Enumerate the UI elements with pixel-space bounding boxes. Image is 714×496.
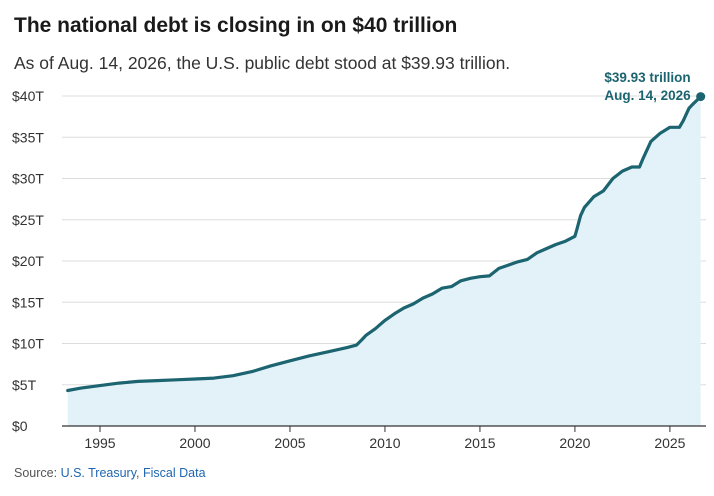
x-tick-label-2000: 2000: [179, 435, 210, 451]
y-tick-label-10: $10T: [12, 336, 44, 352]
latest-value-callout: $39.93 trillion Aug. 14, 2026: [604, 70, 706, 103]
y-tick-label-15: $15T: [12, 294, 44, 310]
callout-date-label: Aug. 14, 2026: [604, 88, 691, 103]
source-note: Source: U.S. Treasury, Fiscal Data: [14, 466, 206, 480]
x-tick-label-2015: 2015: [464, 435, 495, 451]
x-tick-label-2020: 2020: [559, 435, 590, 451]
y-tick-label-25: $25T: [12, 212, 44, 228]
chart-subtitle: As of Aug. 14, 2026, the U.S. public deb…: [14, 53, 511, 73]
x-tick-label-2010: 2010: [369, 435, 400, 451]
callout-value-label: $39.93 trillion: [604, 70, 690, 85]
axes: $0 $5T $10T $15T $20T $25T $30T $35T $40T 1995 200…: [12, 88, 706, 451]
source-separator: ,: [136, 466, 143, 480]
x-tick-label-2005: 2005: [274, 435, 305, 451]
source-link-fiscal-data[interactable]: Fiscal Data: [143, 466, 206, 480]
y-tick-label-40: $40T: [12, 88, 44, 104]
source-prefix: Source:: [14, 466, 61, 480]
y-tick-label-0: $0: [12, 418, 28, 434]
debt-chart: $0 $5T $10T $15T $20T $25T $30T $35T $40T 1995 200…: [12, 70, 706, 451]
y-tick-label-35: $35T: [12, 129, 44, 145]
y-tick-label-5: $5T: [12, 377, 37, 393]
y-tick-label-20: $20T: [12, 253, 44, 269]
source-link-us-treasury[interactable]: U.S. Treasury: [60, 466, 137, 480]
debt-area-fill: [67, 96, 701, 426]
x-tick-label-2025: 2025: [654, 435, 685, 451]
chart-title: The national debt is closing in on $40 t…: [14, 14, 458, 37]
debt-series-line: [66, 95, 703, 393]
latest-value-point: [696, 92, 706, 102]
y-tick-label-30: $30T: [12, 171, 44, 187]
x-tick-label-1995: 1995: [84, 435, 115, 451]
